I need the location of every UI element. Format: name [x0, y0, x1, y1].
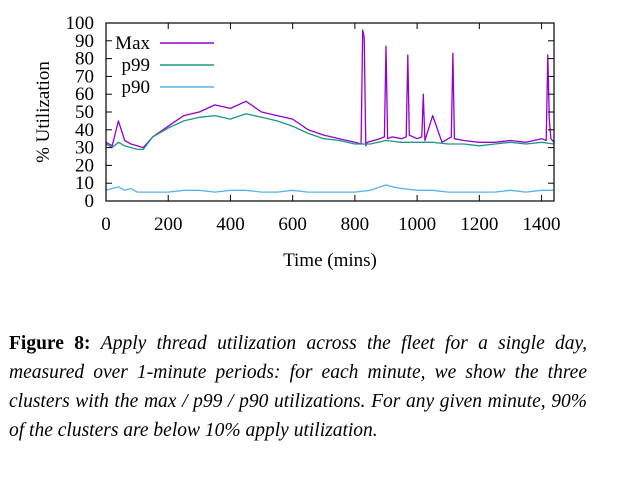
legend-label-p90: p90	[122, 77, 151, 98]
x-tick-label: 0	[101, 214, 111, 235]
series-line-max	[105, 29, 555, 149]
plot-frame	[105, 22, 555, 202]
y-tick-label: 30	[75, 138, 94, 159]
y-tick-label: 90	[75, 31, 94, 52]
y-tick-label: 40	[75, 120, 94, 141]
axis-ticks: 0 200 400 600 800 1000 1200 1400010203040506070…	[66, 13, 561, 235]
y-tick-label: 60	[75, 84, 94, 105]
y-axis-label: % Utilization	[33, 61, 54, 163]
figure-caption: Figure 8: Apply thread utilization acros…	[9, 329, 587, 445]
x-axis-label: Time (mins)	[283, 250, 377, 271]
x-tick-label: 600	[278, 214, 307, 235]
y-tick-label: 50	[75, 102, 94, 123]
series-line-p90	[105, 184, 554, 193]
series-line-p99	[105, 113, 555, 151]
x-tick-label: 200	[154, 214, 183, 235]
x-tick-label: 1400	[523, 214, 561, 235]
caption-label: Figure 8:	[9, 332, 91, 354]
y-tick-label: 0	[85, 191, 95, 212]
y-tick-label: 20	[75, 155, 94, 176]
legend-label-max: Max	[115, 33, 150, 54]
plot-series	[105, 29, 555, 193]
y-tick-label: 10	[75, 173, 94, 194]
x-tick-label: 800	[341, 214, 370, 235]
legend-label-p99: p99	[122, 55, 151, 76]
x-tick-label: 1000	[398, 214, 436, 235]
x-tick-label: 1200	[460, 214, 498, 235]
utilization-chart: 0 200 400 600 800 1000 1200 1400010203040506070…	[33, 13, 561, 271]
y-tick-label: 100	[66, 13, 95, 34]
y-tick-label: 80	[75, 49, 94, 70]
y-tick-label: 70	[75, 66, 94, 87]
x-tick-label: 400	[216, 214, 245, 235]
caption-text: Apply thread utilization across the flee…	[9, 332, 588, 441]
